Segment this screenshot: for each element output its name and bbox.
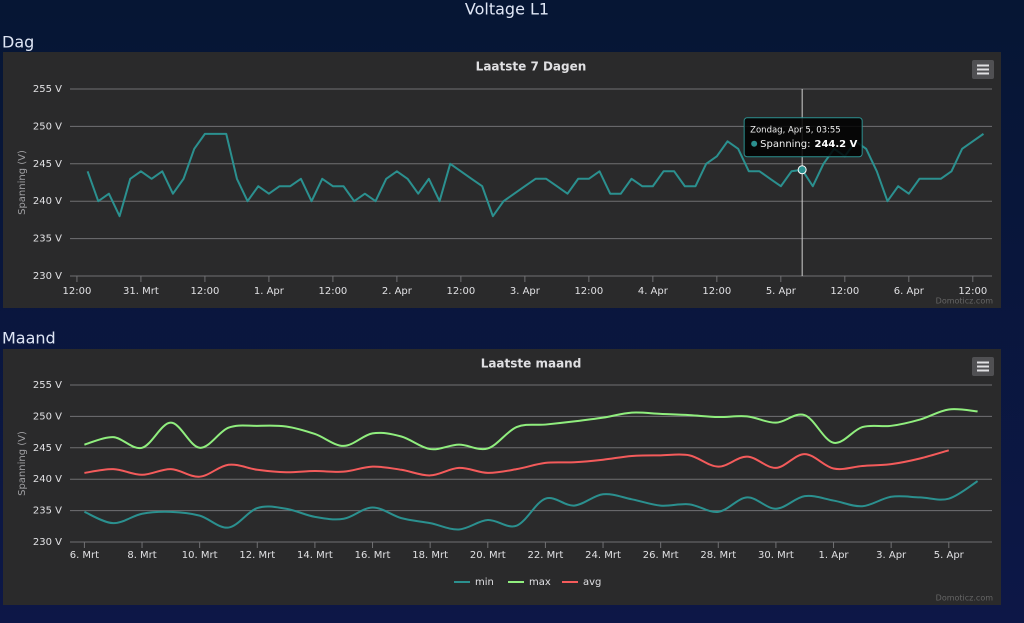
x-tick-label: 14. Mrt — [297, 550, 333, 561]
x-tick-label: 12:00 — [446, 286, 475, 297]
x-tick-label: 12. Mrt — [239, 550, 275, 561]
y-tick-label: 240 V — [33, 196, 62, 207]
tooltip-header: Zondag, Apr 5, 03:55 — [750, 125, 841, 135]
legend-label: avg — [583, 577, 601, 588]
x-tick-label: 12:00 — [574, 286, 603, 297]
axis-title: Spanning (V) — [17, 431, 28, 496]
x-tick-label: 3. Apr — [876, 550, 907, 561]
x-tick-label: 16. Mrt — [355, 550, 391, 561]
credits: Domoticz.com — [936, 594, 994, 603]
tooltip-label: Spanning: — [760, 139, 810, 150]
x-tick-label: 20. Mrt — [470, 550, 506, 561]
y-tick-label: 230 V — [33, 537, 62, 548]
chart-panel — [3, 52, 1001, 308]
x-tick-label: 22. Mrt — [528, 550, 564, 561]
line — [84, 480, 979, 531]
x-tick-label: 12:00 — [190, 286, 219, 297]
credits: Domoticz.com — [936, 297, 994, 306]
chart-title: Laatste maand — [481, 357, 582, 371]
x-tick-label: 4. Apr — [638, 286, 669, 297]
x-tick-label: 10. Mrt — [182, 550, 218, 561]
x-tick-label: 31. Mrt — [123, 286, 159, 297]
y-tick-label: 245 V — [33, 159, 62, 170]
x-tick-label: 5. Apr — [766, 286, 797, 297]
y-tick-label: 240 V — [33, 474, 62, 485]
x-tick-label: 30. Mrt — [758, 550, 794, 561]
y-tick-label: 255 V — [33, 84, 62, 95]
chart-title: Laatste 7 Dagen — [476, 60, 587, 74]
x-tick-label: 5. Apr — [934, 550, 965, 561]
y-tick-label: 250 V — [33, 121, 62, 132]
x-tick-label: 12:00 — [63, 286, 92, 297]
legend-label: min — [475, 577, 494, 588]
chart-panel — [3, 349, 1001, 605]
x-tick-label: 1. Apr — [819, 550, 850, 561]
x-tick-label: 12:00 — [318, 286, 347, 297]
y-tick-label: 230 V — [33, 271, 62, 282]
x-tick-label: 1. Apr — [254, 286, 285, 297]
section-title: Dag — [2, 33, 34, 52]
x-tick-label: 3. Apr — [510, 286, 541, 297]
x-tick-label: 12:00 — [958, 286, 987, 297]
menu-button[interactable] — [972, 60, 994, 79]
x-tick-label: 8. Mrt — [127, 550, 156, 561]
y-tick-label: 245 V — [33, 443, 62, 454]
x-tick-label: 18. Mrt — [412, 550, 448, 561]
legend-label: max — [529, 577, 551, 588]
menu-button[interactable] — [972, 357, 994, 376]
x-tick-label: 12:00 — [830, 286, 859, 297]
y-tick-label: 235 V — [33, 234, 62, 245]
tooltip-box — [743, 117, 863, 158]
line — [84, 449, 950, 478]
y-tick-label: 255 V — [33, 380, 62, 391]
x-tick-label: 2. Apr — [382, 286, 413, 297]
hover-marker — [797, 165, 807, 175]
section-title: Maand — [2, 329, 56, 348]
x-tick-label: 12:00 — [702, 286, 731, 297]
tooltip-value: 244.2 V — [815, 139, 858, 150]
x-tick-label: 24. Mrt — [585, 550, 621, 561]
x-tick-label: 26. Mrt — [643, 550, 679, 561]
x-tick-label: 6. Mrt — [70, 550, 99, 561]
axis-title: Spanning (V) — [17, 150, 28, 215]
tooltip-bullet — [751, 140, 758, 147]
line — [84, 408, 978, 451]
y-tick-label: 250 V — [33, 411, 62, 422]
x-tick-label: 28. Mrt — [700, 550, 736, 561]
y-tick-label: 235 V — [33, 506, 62, 517]
x-tick-label: 6. Apr — [894, 286, 925, 297]
page-title: Voltage L1 — [465, 0, 549, 19]
